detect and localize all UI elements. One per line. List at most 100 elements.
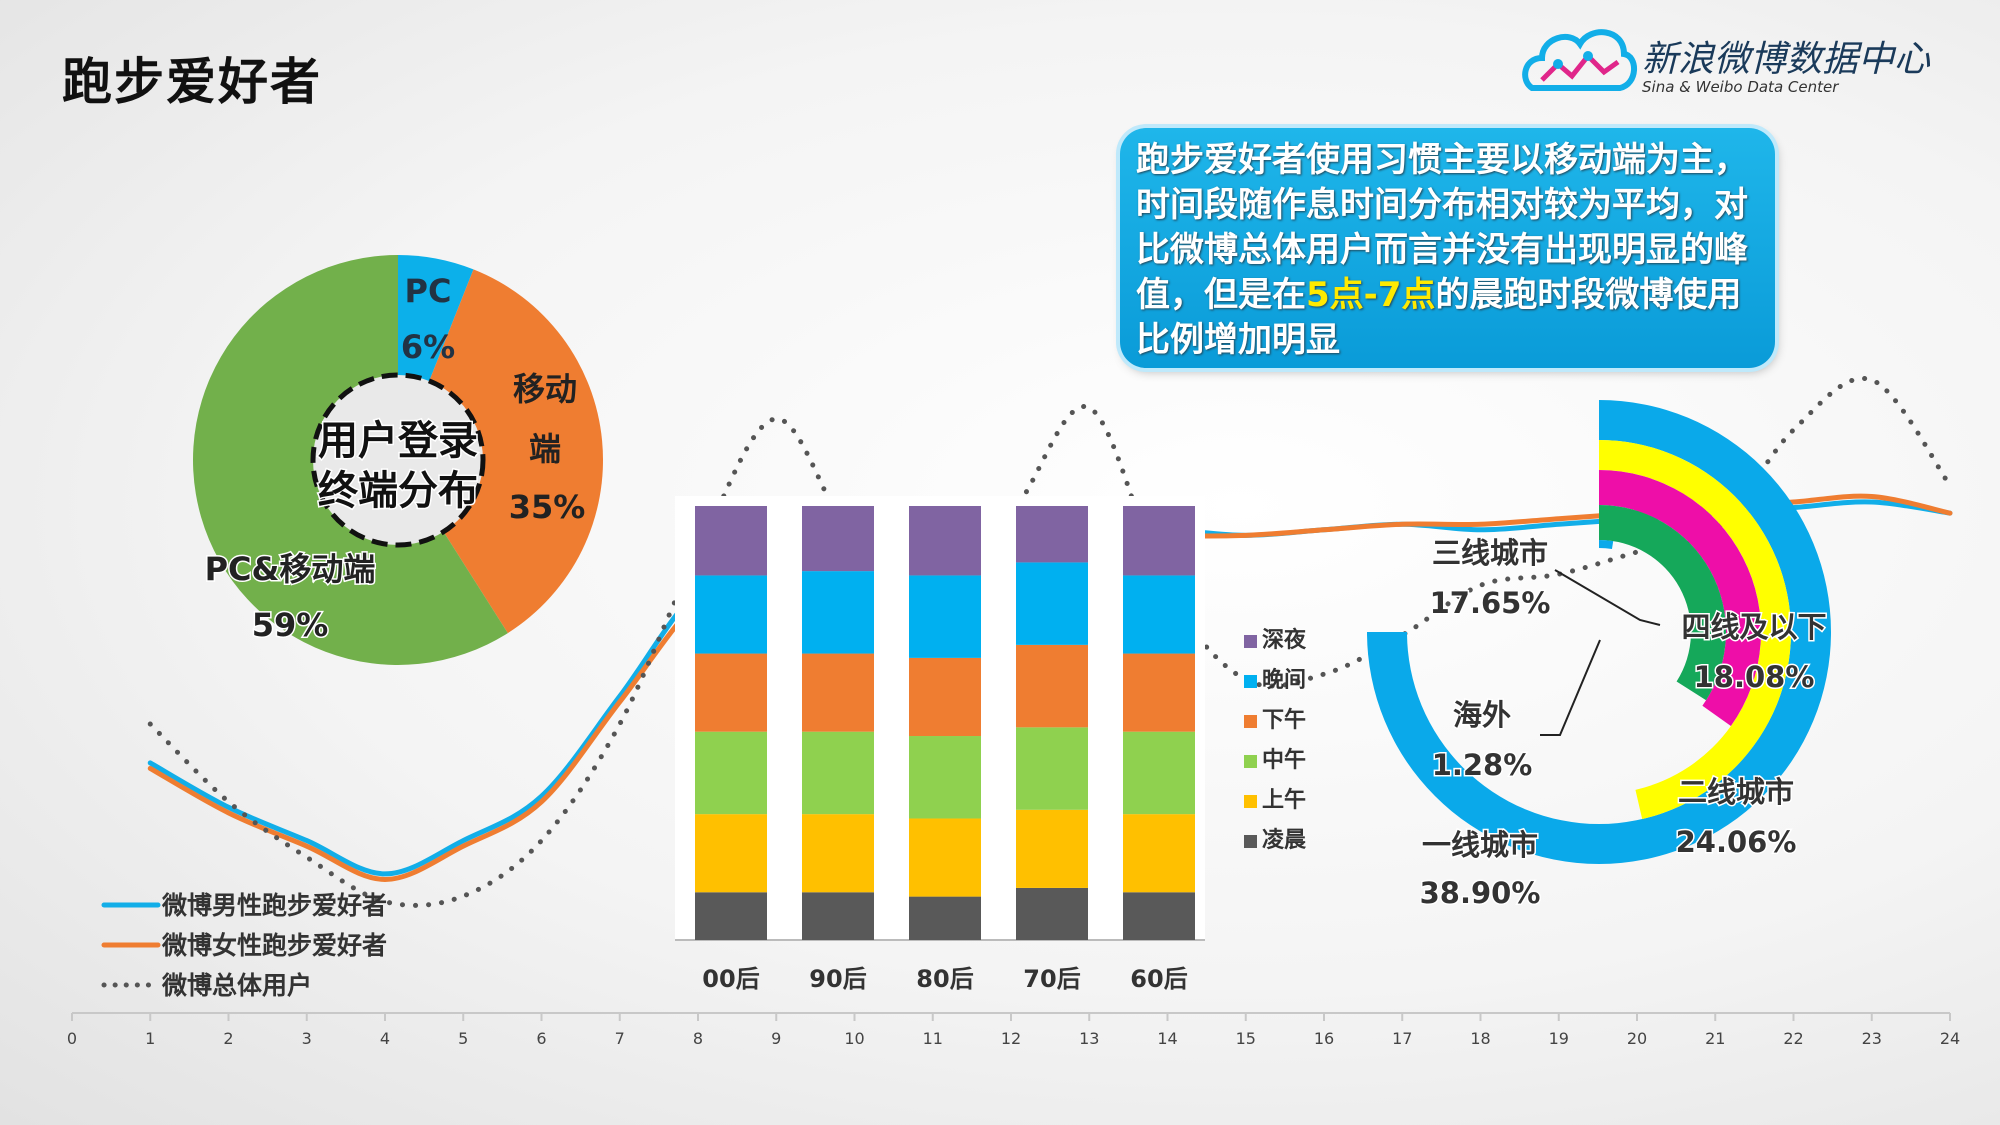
legend-label: 微博男性跑步爱好者 [161, 891, 387, 920]
radial-label: 三线城市 [1432, 536, 1548, 570]
x-tick-label: 19 [1549, 1029, 1569, 1048]
callout-highlight: 5点-7点 [1306, 275, 1436, 315]
bar-legend-label: 中午 [1262, 747, 1306, 773]
bar-legend-label: 深夜 [1262, 627, 1307, 653]
x-tick-label: 22 [1783, 1029, 1803, 1048]
radial-ring [1599, 540, 1614, 550]
page-title: 跑步爱好者 [62, 53, 322, 111]
bar-segment [802, 506, 874, 572]
city-radial-chart: 一线城市 38.90% 二线城市 24.06% 四线及以下 18.08% 三线城市 17.65… [1367, 400, 1831, 912]
bar-segment [802, 571, 874, 654]
bar-category-label: 90后 [809, 965, 866, 993]
bar-category-label: 70后 [1023, 965, 1080, 993]
bar-segment [909, 657, 981, 737]
radial-leader-line [1540, 639, 1601, 736]
bar-segment [1016, 506, 1088, 563]
bar-segment [1016, 644, 1088, 728]
bar-segment [909, 575, 981, 658]
x-tick-label: 8 [693, 1029, 703, 1048]
radial-leader-line [1554, 569, 1661, 626]
bar-segment [802, 892, 874, 940]
x-tick-label: 13 [1079, 1029, 1099, 1048]
logo-name-cn: 新浪微博数据中心 [1642, 39, 1931, 80]
bar-segment [1016, 562, 1088, 645]
insight-callout: 跑步爱好者使用习惯主要以移动端为主，时间段随作息时间分布相对较为平均，对比微博总… [1120, 128, 1775, 368]
line-chart-axis: 0 1 2 3 4 5 6 7 8 9 10 11 12 13 14 15 16 17 18 19 20 21 22 23 24 [67, 1012, 1960, 1048]
bar-segment [1016, 727, 1088, 810]
bar-segment [909, 506, 981, 576]
pie-value: 59% [252, 606, 329, 644]
legend-label: 微博总体用户 [161, 971, 312, 1000]
bar-legend-label: 下午 [1262, 707, 1306, 733]
pie-value: 35% [509, 488, 586, 526]
bar-segment [1123, 814, 1195, 893]
bar-legend-swatch [1244, 755, 1257, 768]
pie-value: 6% [401, 328, 455, 366]
bar-segment [695, 575, 767, 654]
x-tick-label: 12 [1001, 1029, 1021, 1048]
bar-segment [802, 731, 874, 815]
bar-segment [802, 653, 874, 732]
radial-value: 38.90% [1420, 876, 1541, 910]
x-tick-label: 11 [923, 1029, 943, 1048]
bar-legend-swatch [1244, 795, 1257, 808]
bar-segment [909, 896, 981, 940]
x-tick-label: 15 [1236, 1029, 1256, 1048]
sina-weibo-logo: 新浪微博数据中心 Sina & Weibo Data Center [1520, 18, 1980, 108]
bar-segment [695, 814, 767, 893]
bar-segment [695, 653, 767, 732]
pie-center-circle [310, 372, 486, 548]
x-tick-label: 9 [771, 1029, 781, 1048]
x-tick-label: 23 [1862, 1029, 1882, 1048]
bar-legend-swatch [1244, 715, 1257, 728]
bar-legend-swatch [1244, 675, 1257, 688]
bar-legend-swatch [1244, 835, 1257, 848]
pie-slice [398, 269, 603, 634]
pie-label: 端 [529, 430, 561, 468]
radial-label: 一线城市 [1422, 828, 1538, 862]
radial-value: 17.65% [1430, 586, 1551, 620]
x-tick-label: 18 [1470, 1029, 1490, 1048]
logo-name-en: Sina & Weibo Data Center [1642, 78, 1839, 96]
radial-value: 1.28% [1432, 748, 1533, 782]
pie-center-label: 用户登录 [318, 418, 478, 464]
radial-label: 海外 [1453, 698, 1511, 732]
bar-legend-label: 上午 [1262, 787, 1306, 813]
cloud-logo-icon [1522, 29, 1637, 91]
radial-ring [1599, 470, 1761, 727]
x-tick-label: 20 [1627, 1029, 1647, 1048]
bar-segment [909, 818, 981, 897]
x-tick-label: 3 [302, 1029, 312, 1048]
x-tick-label: 7 [615, 1029, 625, 1048]
x-tick-label: 4 [380, 1029, 390, 1048]
x-tick-label: 10 [844, 1029, 864, 1048]
x-tick-label: 17 [1392, 1029, 1412, 1048]
bar-segment [1123, 506, 1195, 576]
x-tick-label: 14 [1157, 1029, 1177, 1048]
pie-label: PC&移动端 [205, 550, 376, 588]
radial-value: 18.08% [1694, 660, 1815, 694]
radial-ring [1599, 505, 1726, 701]
bar-segment [695, 506, 767, 576]
bar-segment [1123, 653, 1195, 732]
radial-label: 二线城市 [1678, 775, 1794, 809]
bar-legend-label: 晚间 [1262, 668, 1306, 693]
x-tick-label: 1 [145, 1029, 155, 1048]
callout-text-before: 跑步爱好者使用习惯主要以移动端为主，时间段随作息时间分布相对较为平均，对比微博总… [1136, 140, 1748, 315]
bar-segment [1123, 731, 1195, 815]
bar-category-label: 60后 [1130, 965, 1187, 993]
bar-legend-swatch [1244, 635, 1257, 648]
x-tick-label: 5 [458, 1029, 468, 1048]
x-tick-label: 0 [67, 1029, 77, 1048]
radial-value: 24.06% [1676, 825, 1797, 859]
x-tick-label: 21 [1705, 1029, 1725, 1048]
bar-segment [1123, 892, 1195, 940]
bar-segment [1123, 575, 1195, 654]
bar-segment [1016, 809, 1088, 888]
x-tick-label: 2 [223, 1029, 233, 1048]
radial-label: 四线及以下 [1681, 610, 1826, 644]
bar-category-label: 80后 [916, 965, 973, 993]
